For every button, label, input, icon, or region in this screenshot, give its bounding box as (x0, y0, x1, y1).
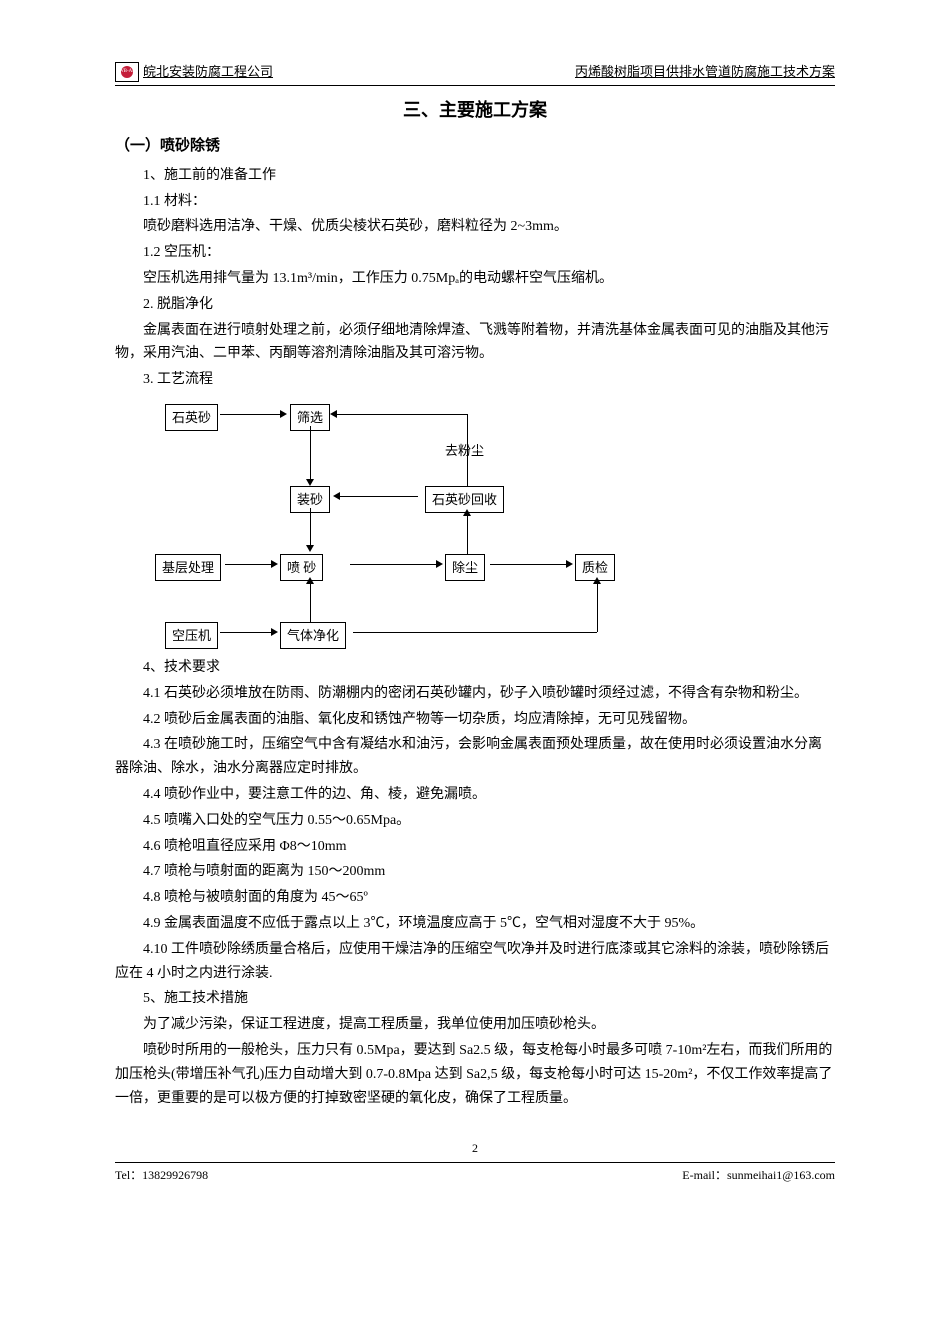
flow-text-qufen: 去粉尘 (445, 439, 484, 462)
arrow-line (490, 564, 568, 565)
paragraph: 3. 工艺流程 (115, 368, 835, 392)
paragraph: 4.1 石英砂必须堆放在防雨、防潮棚内的密闭石英砂罐内，砂子入喷砂罐时须经过滤，… (115, 682, 835, 706)
arrow-line (220, 414, 282, 415)
page-footer: 2 Tel：13829926798 E-mail：sunmeihai1@163.… (115, 1140, 835, 1186)
document-title-header: 丙烯酸树脂项目供排水管道防腐施工技术方案 (575, 60, 835, 83)
flow-node-kongya: 空压机 (165, 622, 218, 649)
footer-content: Tel：13829926798 E-mail：sunmeihai1@163.co… (115, 1165, 835, 1187)
paragraph: 喷砂磨料选用洁净、干燥、优质尖棱状石英砂，磨料粒径为 2~3mm。 (115, 215, 835, 239)
paragraph: 1、施工前的准备工作 (115, 164, 835, 188)
paragraph: 2. 脱脂净化 (115, 293, 835, 317)
paragraph: 为了减少污染，保证工程进度，提高工程质量，我单位使用加压喷砂枪头。 (115, 1013, 835, 1037)
arrow-head-icon (306, 545, 314, 552)
arrow-line (353, 632, 597, 633)
arrow-line (467, 516, 468, 554)
arrow-head-icon (280, 410, 287, 418)
paragraph: 4.3 在喷砂施工时，压缩空气中含有凝结水和油污，会影响金属表面预处理质量，故在… (115, 733, 835, 781)
arrow-line (220, 632, 273, 633)
company-logo-icon: WB-AF (115, 62, 139, 82)
header-left: WB-AF 皖北安装防腐工程公司 (115, 60, 273, 83)
paragraph: 1.2 空压机： (115, 241, 835, 265)
paragraph: 4.10 工件喷砂除绣质量合格后，应使用干燥洁净的压缩空气吹净并及时进行底漆或其… (115, 938, 835, 986)
arrow-line (597, 584, 598, 632)
company-name: 皖北安装防腐工程公司 (143, 60, 273, 83)
footer-email: E-mail：sunmeihai1@163.com (682, 1165, 835, 1187)
arrow-head-icon (593, 577, 601, 584)
arrow-head-icon (566, 560, 573, 568)
paragraph: 4.9 金属表面温度不应低于露点以上 3℃，环境温度应高于 5℃，空气相对湿度不… (115, 912, 835, 936)
paragraph: 4.6 喷枪咀直径应采用 Φ8～10mm (115, 835, 835, 859)
process-flowchart: 石英砂 筛选 去粉尘 装砂 石英砂回收 基层处理 喷 砂 除尘 质检 空压机 气 (155, 404, 715, 644)
arrow-line (340, 496, 418, 497)
arrow-head-icon (333, 492, 340, 500)
flow-node-jiceng: 基层处理 (155, 554, 221, 581)
paragraph: 4.2 喷砂后金属表面的油脂、氧化皮和锈蚀产物等一切杂质，均应清除掉，无可见残留… (115, 708, 835, 732)
paragraph: 金属表面在进行喷射处理之前，必须仔细地清除焊渣、飞溅等附着物，并清洗基体金属表面… (115, 319, 835, 367)
flow-node-qiti: 气体净化 (280, 622, 346, 649)
arrow-line (310, 426, 311, 482)
main-title: 三、主要施工方案 (115, 94, 835, 126)
arrow-line (310, 584, 311, 622)
arrow-head-icon (330, 410, 337, 418)
paragraph: 5、施工技术措施 (115, 987, 835, 1011)
arrow-line (337, 414, 467, 415)
arrow-line (467, 414, 468, 486)
arrow-line (225, 564, 273, 565)
arrow-line (350, 564, 438, 565)
paragraph: 4.5 喷嘴入口处的空气压力 0.55～0.65Mpa。 (115, 809, 835, 833)
arrow-head-icon (271, 560, 278, 568)
arrow-head-icon (306, 577, 314, 584)
paragraph: 1.1 材料： (115, 190, 835, 214)
arrow-line (310, 508, 311, 548)
paragraph: 空压机选用排气量为 13.1m³/min，工作压力 0.75Mpₐ的电动螺杆空气… (115, 267, 835, 291)
page-number: 2 (115, 1138, 835, 1160)
page-header: WB-AF 皖北安装防腐工程公司 丙烯酸树脂项目供排水管道防腐施工技术方案 (115, 60, 835, 86)
footer-divider (115, 1162, 835, 1163)
footer-tel: Tel：13829926798 (115, 1165, 208, 1187)
section-title-1: （一）喷砂除锈 (115, 133, 835, 160)
flow-node-shiying: 石英砂 (165, 404, 218, 431)
flow-node-pensha: 喷 砂 (280, 554, 323, 581)
paragraph: 4.7 喷枪与喷射面的距离为 150～200mm (115, 860, 835, 884)
flow-node-chuchen: 除尘 (445, 554, 485, 581)
arrow-head-icon (463, 509, 471, 516)
arrow-head-icon (271, 628, 278, 636)
paragraph: 4、技术要求 (115, 656, 835, 680)
arrow-head-icon (306, 479, 314, 486)
paragraph: 4.8 喷枪与被喷射面的角度为 45～65º (115, 886, 835, 910)
arrow-head-icon (436, 560, 443, 568)
paragraph: 4.4 喷砂作业中，要注意工件的边、角、棱，避免漏喷。 (115, 783, 835, 807)
paragraph: 喷砂时所用的一般枪头，压力只有 0.5Mpa，要达到 Sa2.5 级，每支枪每小… (115, 1039, 835, 1110)
